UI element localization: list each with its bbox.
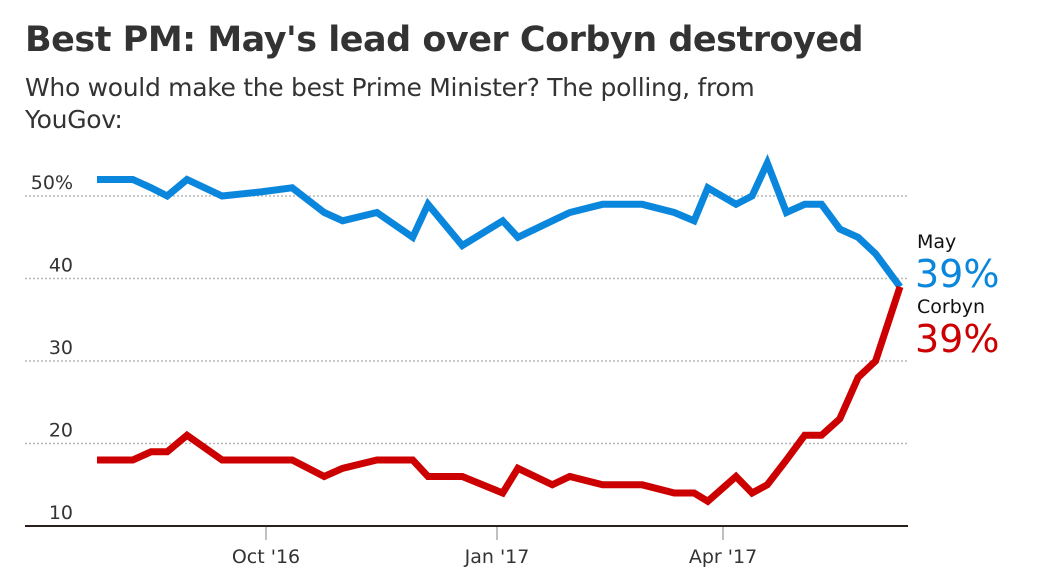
chart-title: Best PM: May's lead over Corbyn destroye…: [25, 20, 864, 60]
y-tick-label: 40: [49, 255, 73, 277]
y-tick-label: 50%: [31, 172, 73, 194]
series-lines: [96, 154, 904, 506]
legend-label-may: May: [917, 231, 956, 253]
x-tick-label: Apr '17: [689, 546, 757, 568]
legend-value-may: 39%: [915, 252, 999, 296]
legend-value-corbyn: 39%: [915, 317, 999, 361]
legend-label-corbyn: Corbyn: [917, 296, 985, 318]
gridlines: [25, 195, 908, 445]
x-tick-label: Jan '17: [464, 546, 530, 568]
series-line-corbyn: [97, 285, 904, 506]
chart-subtitle: Who would make the best Prime Minister? …: [25, 73, 755, 134]
y-tick-label: 10: [49, 502, 73, 524]
x-axis-ticks: Oct '16 Jan '17 Apr '17: [232, 527, 757, 568]
series-line-may: [97, 154, 903, 289]
x-tick-label: Oct '16: [232, 546, 300, 568]
y-axis-labels: 50% 40 30 20 10: [31, 172, 73, 524]
y-tick-label: 20: [49, 420, 73, 442]
y-tick-label: 30: [49, 337, 73, 359]
